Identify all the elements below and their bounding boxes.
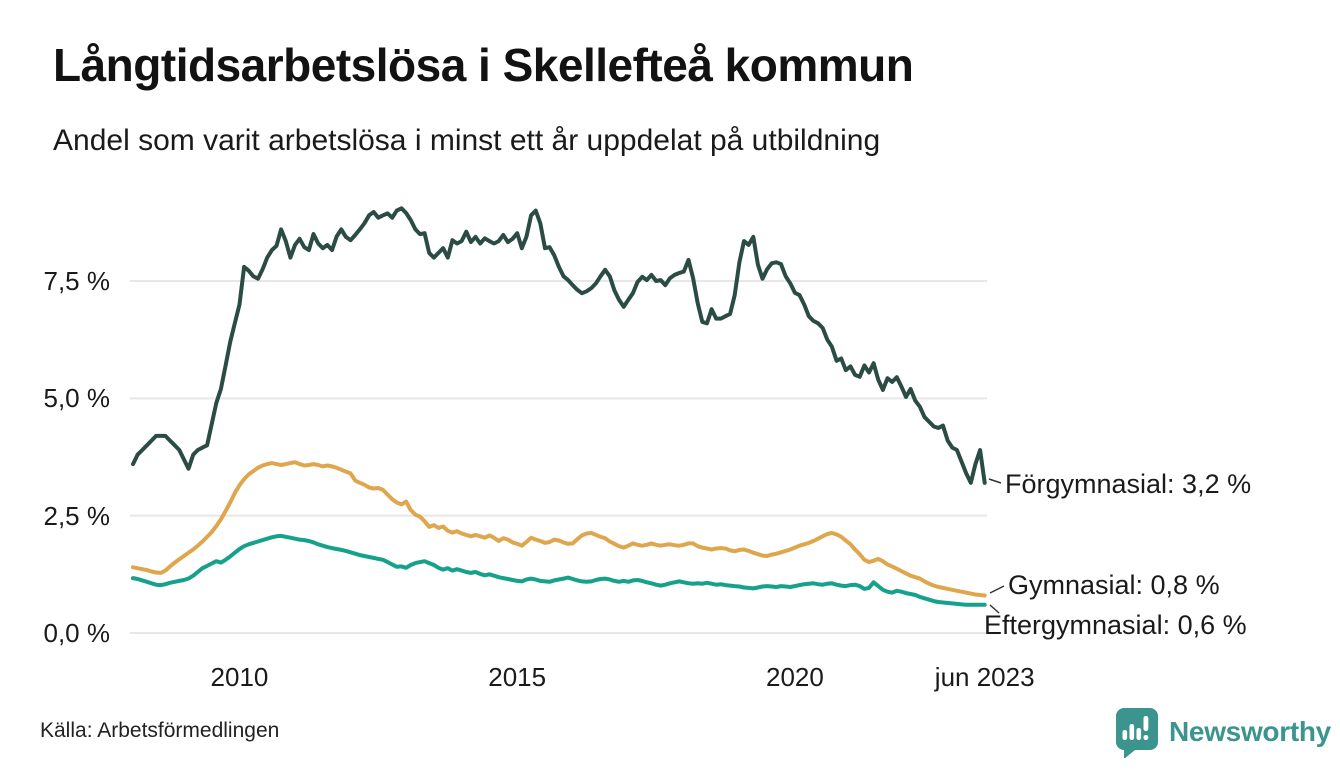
series-lines <box>131 206 987 607</box>
source-note: Källa: Arbetsförmedlingen <box>40 719 280 742</box>
brand-logo: Newsworthy <box>1113 706 1331 758</box>
gridlines <box>130 280 987 634</box>
y-tick-label: 0,0 % <box>43 618 111 648</box>
page-subtitle: Andel som varit arbetslösa i minst ett å… <box>53 124 881 157</box>
x-tick-label: jun 2023 <box>934 662 1035 692</box>
series-line-eftergymnasial <box>131 533 987 607</box>
x-tick-label: 2010 <box>210 662 269 692</box>
series-line-förgymnasial <box>131 206 987 485</box>
series-line-gymnasial <box>131 460 987 598</box>
annotation-connector <box>989 585 1005 594</box>
x-tick-label: 2015 <box>488 662 547 692</box>
annotation-eftergymnasial: Eftergymnasial: 0,6 % <box>984 609 1247 640</box>
annotation-connector <box>988 478 1002 484</box>
y-tick-label: 5,0 % <box>43 383 111 414</box>
y-tick-label: 7,5 % <box>43 266 111 297</box>
x-tick-label: 2020 <box>765 662 824 692</box>
annotation-gymnasial: Gymnasial: 0,8 % <box>1008 570 1220 601</box>
annotation-förgymnasial: Förgymnasial: 3,2 % <box>1005 468 1252 499</box>
newsworthy-icon <box>1116 708 1158 758</box>
annotation-connectors <box>988 478 1005 614</box>
brand-name: Newsworthy <box>1169 716 1331 747</box>
y-tick-label: 2,5 % <box>43 500 111 531</box>
page-title: Långtidsarbetslösa i Skellefteå kommun <box>53 39 914 91</box>
